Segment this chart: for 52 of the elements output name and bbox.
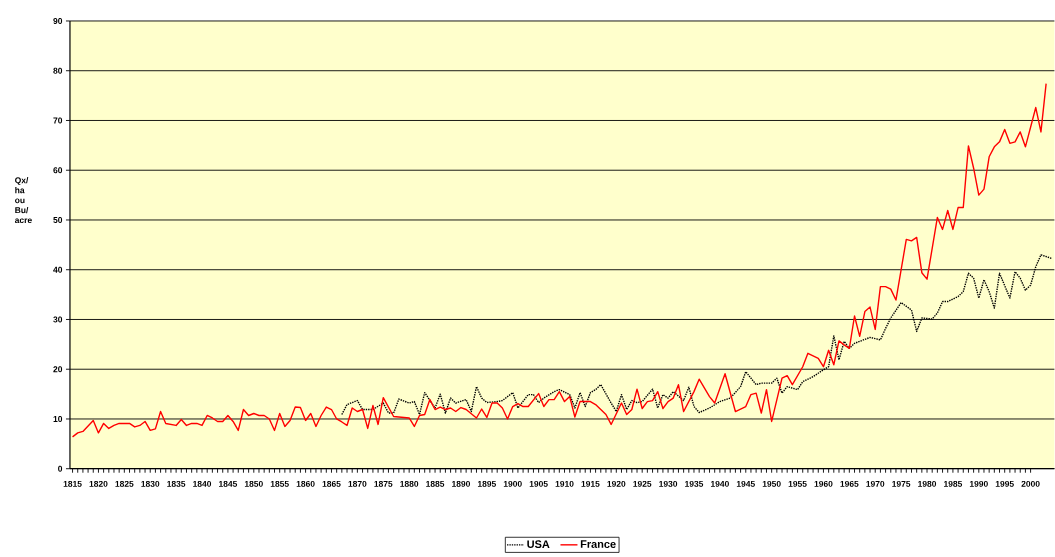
- x-tick-label: 1940: [710, 481, 729, 488]
- legend-label: France: [580, 540, 616, 549]
- x-tick-label: 1955: [788, 481, 807, 488]
- x-tick-label: 1875: [374, 481, 393, 488]
- x-tick-label: 1995: [995, 481, 1014, 488]
- x-tick-label: 1910: [555, 481, 574, 488]
- x-tick-label: 1815: [63, 481, 82, 488]
- x-tick-label: 1850: [244, 481, 263, 488]
- y-tick-label: 40: [53, 266, 63, 273]
- y-tick-label: 10: [53, 416, 63, 423]
- line-series: [71, 83, 1047, 438]
- x-tick-label: 2000: [1021, 481, 1040, 488]
- x-tick-label: 1870: [348, 481, 367, 488]
- x-tick-label: 1855: [270, 481, 289, 488]
- x-tick-label: 1960: [814, 481, 833, 488]
- x-tick-label: 1840: [193, 481, 212, 488]
- x-tick-label: 1825: [115, 481, 134, 488]
- x-tick-label: 1845: [219, 481, 238, 488]
- x-tick-label: 1975: [892, 481, 911, 488]
- x-tick-label: 1970: [866, 481, 885, 488]
- y-tick-label: 70: [53, 117, 63, 124]
- x-tick-label: 1950: [762, 481, 781, 488]
- x-tick-label: 1820: [89, 481, 108, 488]
- x-tick-label: 1890: [452, 481, 471, 488]
- x-tick-label: 1945: [736, 481, 755, 488]
- y-tick-label: 60: [53, 167, 63, 174]
- x-tick-label: 1835: [167, 481, 186, 488]
- x-tick-label: 1980: [918, 481, 937, 488]
- y-axis-title: Qx/ ha ou Bu/ acre: [14, 177, 32, 224]
- x-tick-label: 1885: [426, 481, 445, 488]
- x-tick-label: 1895: [477, 481, 497, 488]
- x-tick-label: 1860: [296, 481, 315, 488]
- x-tick-label: 1915: [581, 481, 600, 488]
- legend-label: USA: [527, 540, 550, 549]
- x-tick-label: 1965: [840, 481, 859, 488]
- x-tick-label: 1985: [944, 481, 963, 488]
- x-tick-label: 1925: [633, 481, 652, 488]
- y-tick-label: 50: [53, 217, 63, 224]
- x-tick-label: 1865: [322, 481, 341, 488]
- y-tick-label: 0: [58, 465, 63, 472]
- x-tick-label: 1880: [400, 481, 419, 488]
- y-tick-label: 90: [53, 18, 63, 25]
- x-tick-label: 1920: [607, 481, 626, 488]
- x-tick-label: 1830: [141, 481, 160, 488]
- x-tick-label: 1990: [969, 481, 988, 488]
- x-tick-label: 1935: [685, 481, 704, 488]
- y-tick-label: 80: [53, 67, 63, 74]
- x-tick-label: 1900: [503, 481, 522, 488]
- y-tick-label: 30: [53, 316, 63, 323]
- x-tick-label: 1930: [659, 481, 678, 488]
- y-tick-label: 20: [53, 366, 63, 373]
- x-tick-label: 1905: [529, 481, 548, 488]
